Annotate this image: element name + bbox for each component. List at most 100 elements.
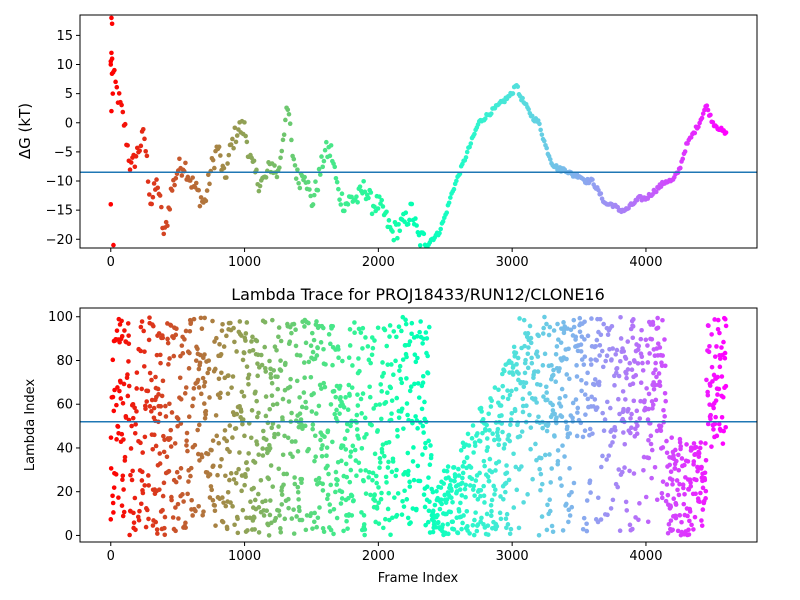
lambda-point xyxy=(343,447,349,452)
lambda-point xyxy=(196,422,202,428)
lambda-point xyxy=(342,436,348,442)
delta-g-x-tick-label: 3000 xyxy=(496,255,529,270)
lambda-point xyxy=(430,508,436,514)
lambda-point xyxy=(540,331,546,336)
delta-g-x-ticks: 0 1000 2000 3000 4000 xyxy=(107,248,662,270)
lambda-point xyxy=(334,515,340,521)
lambda-point xyxy=(637,501,642,506)
lambda-point xyxy=(686,532,692,537)
lambda-point xyxy=(221,500,226,505)
lambda-point xyxy=(655,341,661,346)
lambda-point xyxy=(713,414,718,420)
lambda-point xyxy=(399,406,405,412)
lambda-point xyxy=(163,403,168,409)
lambda-point xyxy=(423,330,429,335)
lambda-point xyxy=(383,399,389,405)
lambda-point xyxy=(598,464,604,470)
lambda-point xyxy=(599,348,605,354)
lambda-point xyxy=(197,458,202,463)
lambda-point xyxy=(516,525,522,531)
lambda-point xyxy=(513,386,519,392)
lambda-point xyxy=(404,401,410,406)
lambda-point xyxy=(427,499,432,505)
lambda-point xyxy=(711,427,716,432)
lambda-point xyxy=(132,495,138,501)
lambda-point xyxy=(582,392,588,397)
lambda-point xyxy=(523,380,529,386)
lambda-point xyxy=(121,509,127,515)
delta-g-point xyxy=(183,160,188,166)
lambda-point xyxy=(601,428,607,434)
delta-g-point xyxy=(369,211,375,217)
lambda-point xyxy=(284,471,290,477)
lambda-point xyxy=(623,356,629,361)
lambda-point xyxy=(414,334,420,339)
lambda-point xyxy=(254,398,259,404)
delta-g-point xyxy=(437,230,442,236)
lambda-point xyxy=(377,465,382,470)
lambda-point xyxy=(120,473,126,479)
lambda-point xyxy=(614,370,619,376)
lambda-point xyxy=(707,383,713,388)
lambda-point xyxy=(621,406,626,412)
lambda-point xyxy=(594,358,599,363)
lambda-point xyxy=(605,512,610,518)
lambda-point xyxy=(380,442,386,447)
lambda-point xyxy=(489,469,495,475)
lambda-point xyxy=(452,478,457,484)
delta-g-point xyxy=(391,237,397,243)
lambda-point xyxy=(445,464,451,469)
lambda-point xyxy=(460,475,465,481)
lambda-point xyxy=(275,386,281,392)
lambda-point xyxy=(210,318,215,324)
lambda-point xyxy=(659,363,665,369)
lambda-point xyxy=(405,450,411,456)
lambda-point xyxy=(246,372,252,378)
lambda-point xyxy=(391,329,397,334)
lambda-point xyxy=(671,453,676,458)
lambda-point xyxy=(525,331,531,336)
lambda-point xyxy=(283,360,288,366)
lambda-point xyxy=(327,502,333,507)
lambda-point xyxy=(361,522,367,527)
lambda-point xyxy=(491,483,496,489)
lambda-point xyxy=(675,528,681,534)
lambda-point xyxy=(308,343,314,349)
lambda-point xyxy=(248,435,254,441)
lambda-point xyxy=(236,466,241,472)
lambda-point xyxy=(140,450,145,455)
lambda-point xyxy=(312,433,318,439)
lambda-point xyxy=(399,512,405,517)
lambda-point xyxy=(324,453,329,459)
lambda-point xyxy=(554,415,559,420)
lambda-point xyxy=(553,379,559,385)
delta-g-point xyxy=(317,172,323,177)
lambda-point xyxy=(512,408,518,414)
lambda-point xyxy=(155,386,161,392)
lambda-point xyxy=(439,501,445,507)
lambda-point xyxy=(582,354,588,359)
lambda-point xyxy=(213,413,219,418)
lambda-point xyxy=(468,465,474,470)
lambda-point xyxy=(197,360,203,366)
lambda-point xyxy=(719,374,725,379)
delta-g-point xyxy=(307,187,312,192)
delta-g-point xyxy=(328,143,334,148)
lambda-point xyxy=(537,382,543,388)
lambda-point xyxy=(311,391,316,396)
lambda-point xyxy=(589,394,594,400)
lambda-point xyxy=(287,339,293,345)
lambda-point xyxy=(566,507,572,513)
lambda-point xyxy=(505,522,511,527)
lambda-point xyxy=(291,531,297,536)
lambda-point xyxy=(130,468,135,474)
lambda-point xyxy=(167,436,173,441)
lambda-point xyxy=(544,390,549,395)
lambda-point xyxy=(362,527,368,532)
lambda-point xyxy=(280,396,286,402)
delta-g-point xyxy=(167,207,173,212)
delta-g-point xyxy=(254,167,259,173)
lambda-point xyxy=(403,321,409,327)
lambda-point xyxy=(692,451,698,457)
delta-g-point xyxy=(165,223,170,229)
